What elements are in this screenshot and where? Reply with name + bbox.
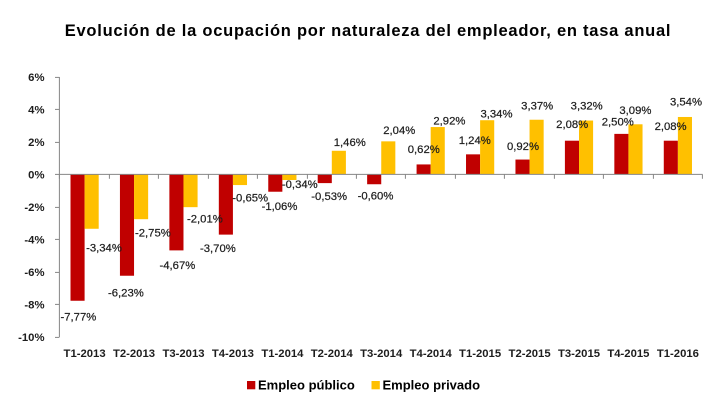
svg-text:T1-2016: T1-2016	[657, 348, 699, 360]
svg-text:-10%: -10%	[18, 332, 44, 344]
svg-text:T1-2014: T1-2014	[261, 348, 304, 360]
svg-text:0%: 0%	[28, 170, 44, 182]
svg-text:-3,34%: -3,34%	[86, 242, 122, 254]
svg-text:T3-2013: T3-2013	[162, 348, 204, 360]
svg-text:-0,60%: -0,60%	[358, 190, 394, 202]
svg-text:T3-2014: T3-2014	[360, 348, 403, 360]
svg-text:-7,77%: -7,77%	[61, 311, 97, 323]
svg-text:T1-2015: T1-2015	[459, 348, 501, 360]
svg-text:T4-2014: T4-2014	[410, 348, 453, 360]
svg-text:2,92%: 2,92%	[433, 115, 465, 127]
svg-text:Empleo privado: Empleo privado	[383, 377, 481, 392]
svg-text:T2-2014: T2-2014	[311, 348, 354, 360]
svg-text:-1,06%: -1,06%	[262, 201, 298, 213]
svg-text:-6%: -6%	[24, 267, 44, 279]
svg-text:-4,67%: -4,67%	[160, 260, 196, 272]
svg-text:T3-2015: T3-2015	[558, 348, 600, 360]
svg-text:-0,34%: -0,34%	[282, 179, 318, 191]
svg-text:-4%: -4%	[24, 235, 44, 247]
svg-text:-2%: -2%	[24, 202, 44, 214]
svg-text:-3,70%: -3,70%	[200, 243, 236, 255]
svg-text:-6,23%: -6,23%	[108, 287, 144, 299]
svg-text:-0,65%: -0,65%	[232, 193, 268, 205]
svg-text:3,37%: 3,37%	[521, 101, 553, 113]
svg-text:2,50%: 2,50%	[602, 117, 634, 129]
svg-text:1,24%: 1,24%	[459, 135, 491, 147]
svg-text:-2,75%: -2,75%	[135, 227, 171, 239]
svg-text:0,62%: 0,62%	[408, 144, 440, 156]
svg-text:2,08%: 2,08%	[655, 121, 687, 133]
svg-text:3,34%: 3,34%	[480, 108, 512, 120]
svg-text:-2,01%: -2,01%	[187, 213, 223, 225]
svg-text:-0,53%: -0,53%	[311, 191, 347, 203]
svg-text:T4-2013: T4-2013	[212, 348, 254, 360]
svg-text:T2-2015: T2-2015	[509, 348, 551, 360]
svg-text:3,09%: 3,09%	[619, 105, 651, 117]
svg-text:T4-2015: T4-2015	[607, 348, 649, 360]
svg-text:-8%: -8%	[24, 300, 44, 312]
svg-text:2,08%: 2,08%	[556, 119, 588, 131]
svg-text:4%: 4%	[28, 105, 44, 117]
svg-text:T1-2013: T1-2013	[64, 348, 106, 360]
svg-text:3,54%: 3,54%	[670, 96, 702, 108]
svg-text:3,32%: 3,32%	[571, 101, 603, 113]
svg-text:1,46%: 1,46%	[334, 137, 366, 149]
svg-text:Evolución de la ocupación por: Evolución de la ocupación por naturaleza…	[65, 22, 671, 40]
svg-text:2%: 2%	[28, 137, 44, 149]
svg-text:Empleo público: Empleo público	[258, 377, 355, 392]
svg-text:2,04%: 2,04%	[383, 125, 415, 137]
svg-text:6%: 6%	[28, 72, 44, 84]
svg-text:T2-2013: T2-2013	[113, 348, 155, 360]
svg-text:0,92%: 0,92%	[507, 141, 539, 153]
